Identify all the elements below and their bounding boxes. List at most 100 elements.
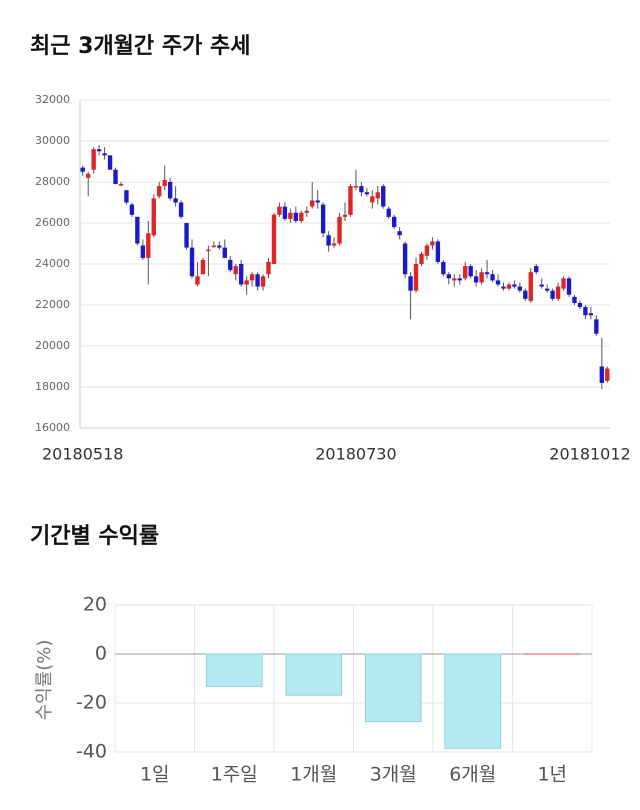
candle-body bbox=[446, 274, 451, 279]
candle-body bbox=[566, 278, 572, 295]
candle-body bbox=[228, 259, 233, 271]
candle-body bbox=[523, 290, 528, 299]
candle-body bbox=[435, 241, 441, 262]
candle-body bbox=[419, 253, 424, 264]
candle-body bbox=[337, 216, 342, 244]
candle-body bbox=[490, 274, 495, 281]
candle-body bbox=[151, 198, 156, 236]
candle-body bbox=[271, 214, 277, 264]
candle-body bbox=[331, 243, 337, 246]
candle-body bbox=[140, 245, 146, 258]
candle-body bbox=[364, 192, 370, 195]
candle-body bbox=[146, 233, 151, 258]
candle-body bbox=[299, 212, 304, 221]
candle-body bbox=[293, 212, 299, 221]
candle-body bbox=[135, 216, 140, 244]
candle-body bbox=[206, 249, 211, 252]
candle-body bbox=[233, 266, 238, 275]
candle-body bbox=[184, 223, 189, 248]
candle-body bbox=[167, 182, 173, 199]
candle-body bbox=[588, 313, 594, 316]
y-tick-label: 0 bbox=[95, 643, 107, 665]
candle-body bbox=[211, 245, 217, 248]
candle-body bbox=[113, 169, 118, 185]
candle-body bbox=[577, 302, 583, 308]
candle-body bbox=[424, 245, 430, 256]
candle-body bbox=[550, 290, 555, 299]
candle-body bbox=[441, 261, 446, 275]
x-tick-label: 20181012 bbox=[549, 445, 630, 464]
candle-body bbox=[484, 272, 490, 275]
candle-body bbox=[605, 368, 610, 381]
candle-body bbox=[162, 179, 167, 187]
chart-title: 기간별 수익률 bbox=[30, 524, 159, 549]
candle-body bbox=[304, 210, 309, 213]
candle-body bbox=[430, 241, 435, 246]
x-tick-label: 1개월 bbox=[290, 764, 337, 786]
x-tick-label: 1일 bbox=[140, 764, 170, 786]
candle-body bbox=[86, 173, 91, 178]
x-tick-label: 6개월 bbox=[449, 764, 496, 786]
candle-body bbox=[457, 278, 462, 281]
candle-body bbox=[501, 286, 506, 289]
x-tick-label: 1년 bbox=[537, 764, 567, 786]
y-tick-label: 24000 bbox=[35, 257, 70, 270]
candle-body bbox=[91, 149, 96, 170]
candle-body bbox=[96, 149, 102, 152]
candle-body bbox=[244, 280, 249, 285]
candle-body bbox=[342, 214, 348, 217]
candle-body bbox=[320, 204, 326, 234]
y-tick-label: 16000 bbox=[35, 421, 70, 434]
candle-body bbox=[222, 247, 227, 258]
y-tick-label: 18000 bbox=[35, 380, 70, 393]
candle-body bbox=[594, 319, 599, 334]
candle-body bbox=[173, 198, 178, 203]
y-tick-label: 20000 bbox=[35, 339, 70, 352]
x-tick-label: 1주일 bbox=[211, 764, 258, 786]
candle-body bbox=[80, 167, 85, 172]
candle-body bbox=[572, 296, 577, 303]
candle-body bbox=[277, 206, 282, 215]
x-tick-label: 20180730 bbox=[315, 445, 396, 464]
candle-body bbox=[249, 274, 255, 281]
candle-body bbox=[266, 261, 271, 275]
y-tick-label: -20 bbox=[76, 692, 107, 714]
candle-body bbox=[555, 286, 561, 299]
candle-body bbox=[528, 272, 533, 301]
candle-body bbox=[107, 155, 113, 170]
candle-body bbox=[189, 247, 195, 277]
y-tick-label: 32000 bbox=[35, 93, 70, 106]
candle-body bbox=[561, 278, 566, 289]
bar bbox=[523, 653, 581, 656]
y-tick-label: 20 bbox=[83, 594, 107, 616]
y-tick-label: 30000 bbox=[35, 134, 70, 147]
candle-body bbox=[118, 184, 124, 186]
candle-body bbox=[413, 264, 419, 291]
candle-body bbox=[599, 366, 604, 383]
candle-body bbox=[124, 190, 129, 203]
candle-body bbox=[310, 200, 315, 207]
y-tick-label: 22000 bbox=[35, 298, 70, 311]
bar bbox=[444, 653, 502, 749]
candle-body bbox=[381, 186, 386, 207]
candle-body bbox=[200, 259, 206, 275]
candle-body bbox=[473, 276, 479, 283]
candle-body bbox=[375, 192, 380, 199]
candle-body bbox=[217, 245, 222, 248]
candle-body bbox=[463, 266, 468, 279]
x-tick-label: 3개월 bbox=[370, 764, 417, 786]
bar bbox=[364, 653, 422, 723]
bar bbox=[205, 653, 263, 687]
candle-body bbox=[282, 206, 288, 219]
candle-body bbox=[479, 272, 484, 283]
candle-body bbox=[539, 284, 544, 287]
candle-body bbox=[468, 266, 473, 277]
candle-body bbox=[326, 235, 331, 246]
candle-body bbox=[452, 278, 457, 281]
candle-body bbox=[353, 186, 359, 188]
candle-body bbox=[397, 231, 402, 236]
candle-body bbox=[506, 284, 512, 289]
candle-body bbox=[195, 276, 200, 285]
candle-body bbox=[402, 243, 408, 275]
